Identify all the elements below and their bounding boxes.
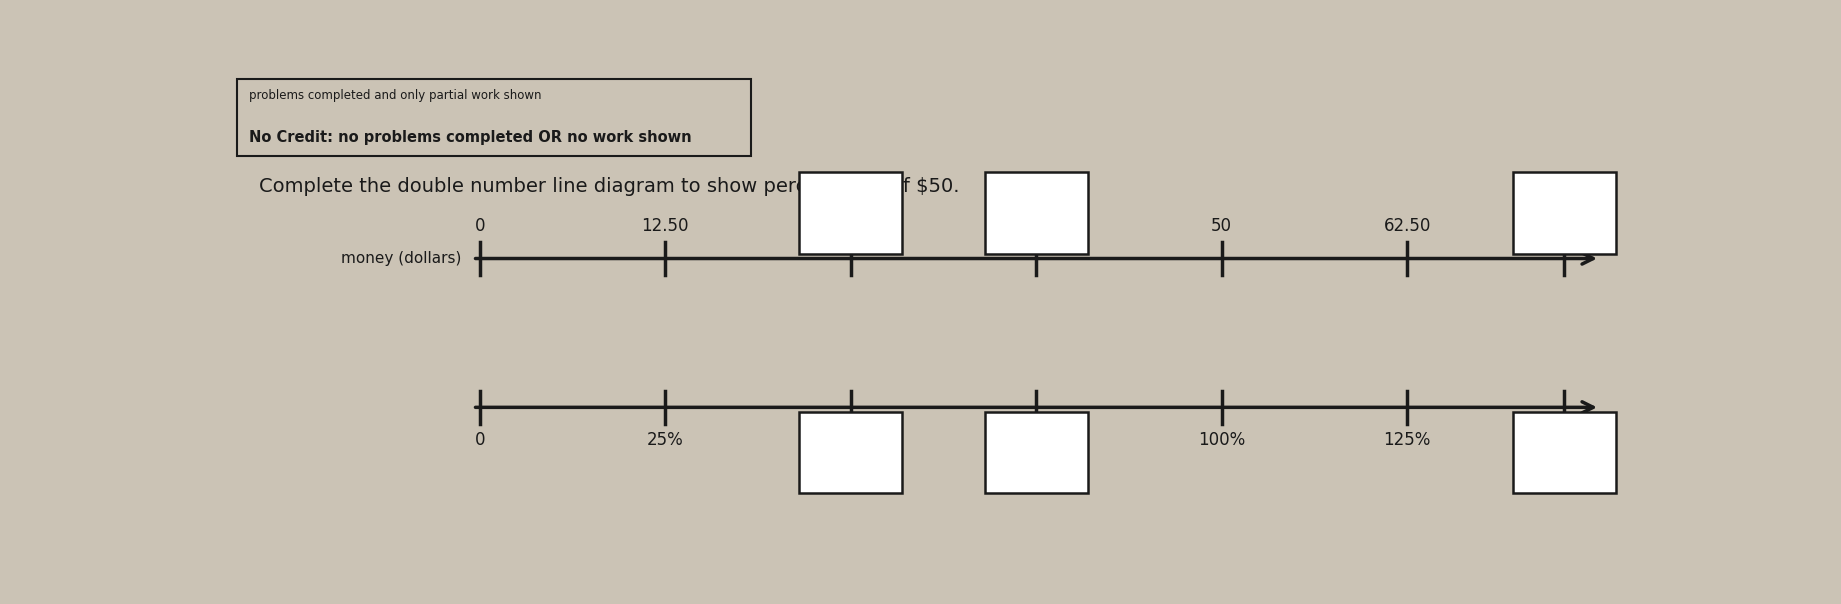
Text: 0: 0 <box>475 431 484 449</box>
FancyBboxPatch shape <box>1513 173 1616 254</box>
FancyBboxPatch shape <box>1513 412 1616 493</box>
Text: 100%: 100% <box>1198 431 1245 449</box>
Text: money (dollars): money (dollars) <box>341 251 462 266</box>
Text: 0: 0 <box>475 217 484 235</box>
FancyBboxPatch shape <box>799 173 902 254</box>
Text: 12.50: 12.50 <box>641 217 689 235</box>
Text: problems completed and only partial work shown: problems completed and only partial work… <box>249 89 541 101</box>
FancyBboxPatch shape <box>985 412 1088 493</box>
Text: 62.50: 62.50 <box>1384 217 1430 235</box>
FancyBboxPatch shape <box>985 173 1088 254</box>
Text: 25%: 25% <box>646 431 683 449</box>
FancyBboxPatch shape <box>237 80 751 156</box>
Text: Complete the double number line diagram to show percentages of $50.: Complete the double number line diagram … <box>258 177 959 196</box>
Text: 125%: 125% <box>1384 431 1430 449</box>
Text: 50: 50 <box>1211 217 1232 235</box>
FancyBboxPatch shape <box>799 412 902 493</box>
Text: No Credit: no problems completed OR no work shown: No Credit: no problems completed OR no w… <box>249 130 692 144</box>
